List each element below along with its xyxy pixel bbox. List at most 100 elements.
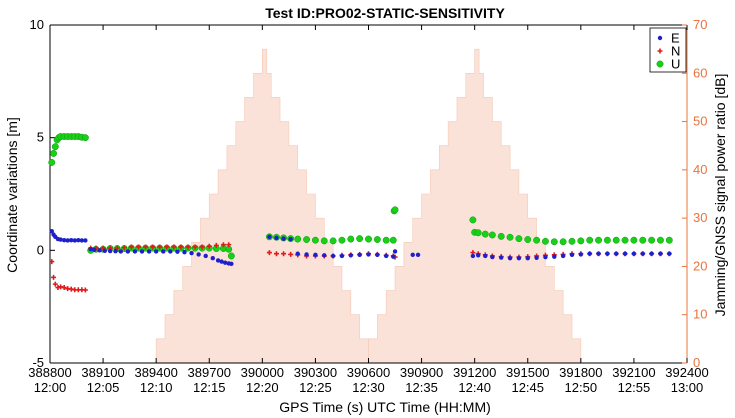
data-point-U <box>488 231 496 239</box>
x-tick-utc-label: 12:30 <box>352 380 385 395</box>
data-point-N <box>164 244 170 250</box>
data-point-N <box>121 245 127 251</box>
data-point-E <box>281 236 286 241</box>
jamming-profile-layer <box>155 48 582 364</box>
data-point-U <box>639 236 647 244</box>
data-point-N <box>281 251 287 257</box>
data-point-U <box>621 236 629 244</box>
x-tick-label: 389700 <box>188 365 231 380</box>
data-point-U <box>665 236 673 244</box>
data-point-U <box>657 236 664 244</box>
y-left-tick-label: 10 <box>30 17 44 32</box>
data-point-E <box>139 249 145 254</box>
data-point-U <box>603 236 611 244</box>
series-layer <box>48 133 673 293</box>
data-point-N <box>266 250 272 256</box>
x-tick-utc-label: 12:15 <box>193 380 226 395</box>
data-point-E <box>569 252 575 258</box>
data-point-E <box>534 255 539 260</box>
data-point-N <box>178 244 184 250</box>
data-point-E <box>83 238 88 243</box>
data-point-N <box>61 285 67 291</box>
data-point-U <box>595 236 602 244</box>
data-point-N <box>213 242 219 248</box>
x-tick-utc-label: 12:25 <box>299 380 332 395</box>
x-tick-label: 390600 <box>347 365 390 380</box>
legend-marker-U <box>656 60 664 68</box>
x-tick-label: 389400 <box>134 365 177 380</box>
legend-box <box>649 27 687 73</box>
data-point-E <box>304 252 309 257</box>
data-point-E <box>146 249 152 254</box>
data-point-E <box>490 254 495 260</box>
x-tick-label: 390000 <box>241 365 284 380</box>
data-point-E <box>516 256 522 261</box>
data-point-E <box>658 251 663 256</box>
y-left-tick-label: -5 <box>32 355 44 370</box>
x-tick-utc-label: 12:00 <box>34 380 67 395</box>
data-point-U <box>356 235 364 243</box>
data-point-E <box>649 251 654 256</box>
data-point-U <box>365 235 372 243</box>
data-point-E <box>348 253 354 258</box>
data-point-N <box>51 274 57 280</box>
y-right-tick-label: 50 <box>693 114 707 129</box>
data-point-E <box>288 236 293 242</box>
data-point-U <box>648 236 656 244</box>
data-point-N <box>206 243 212 249</box>
data-point-N <box>135 244 141 250</box>
data-point-U <box>347 235 355 243</box>
data-point-E <box>622 251 628 256</box>
data-point-E <box>175 249 180 254</box>
data-point-E <box>415 252 421 258</box>
data-point-U <box>474 229 482 237</box>
data-point-E <box>322 253 327 258</box>
data-point-U <box>303 236 311 243</box>
data-point-U <box>497 232 505 240</box>
legend-label-E: E <box>671 31 680 46</box>
data-point-E <box>61 237 67 243</box>
data-point-N <box>288 251 294 257</box>
y-axis-right-label: Jamming/GNSS signal power ratio [dB] <box>712 74 728 317</box>
x-tick-label: 391500 <box>506 365 549 380</box>
data-point-E <box>76 237 81 243</box>
data-point-E <box>102 248 108 253</box>
data-point-E <box>330 253 336 259</box>
data-point-U <box>586 236 594 244</box>
data-point-E <box>483 253 488 259</box>
x-tick-label: 389100 <box>81 365 124 380</box>
data-point-U <box>389 236 397 244</box>
data-point-E <box>605 251 610 256</box>
data-point-U <box>311 236 319 244</box>
data-point-E <box>113 249 118 254</box>
data-point-U <box>524 236 532 243</box>
x-tick-utc-label: 12:35 <box>405 380 438 395</box>
y-left-tick-label: 0 <box>37 242 44 257</box>
y-axis-left-label: Coordinate variations [m] <box>4 117 20 273</box>
data-point-E <box>125 249 131 254</box>
data-point-U <box>541 237 549 245</box>
legend-marker-E <box>657 35 663 41</box>
data-point-E <box>58 237 63 242</box>
data-point-E <box>614 251 619 256</box>
data-point-N <box>226 242 232 248</box>
y-right-tick-label: 20 <box>693 258 707 273</box>
legend-label-N: N <box>671 44 680 59</box>
data-point-E <box>631 251 637 256</box>
data-point-E <box>313 252 318 258</box>
x-tick-utc-label: 13:00 <box>671 380 704 395</box>
data-point-U <box>51 143 59 151</box>
y-right-tick-label: 40 <box>693 162 707 177</box>
data-point-E <box>410 252 415 258</box>
data-point-E <box>196 252 201 257</box>
x-tick-label: 388800 <box>28 365 71 380</box>
data-point-E <box>92 247 97 253</box>
series-U <box>48 133 673 260</box>
jamming-area <box>155 48 369 364</box>
data-point-U <box>373 236 381 243</box>
data-point-N <box>220 242 226 248</box>
data-point-N <box>273 251 279 257</box>
data-point-E <box>274 235 279 241</box>
data-point-E <box>499 255 504 260</box>
data-point-N <box>171 244 177 250</box>
